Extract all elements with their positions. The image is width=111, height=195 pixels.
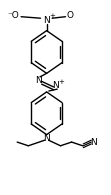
Text: +: + — [49, 13, 55, 19]
Text: N: N — [52, 81, 59, 90]
Text: O: O — [67, 11, 74, 20]
Text: N: N — [43, 16, 50, 25]
Text: ⁻O: ⁻O — [7, 11, 19, 20]
Text: N: N — [43, 134, 50, 143]
Text: +: + — [58, 79, 64, 85]
Text: N: N — [36, 76, 42, 85]
Text: N: N — [90, 137, 97, 147]
